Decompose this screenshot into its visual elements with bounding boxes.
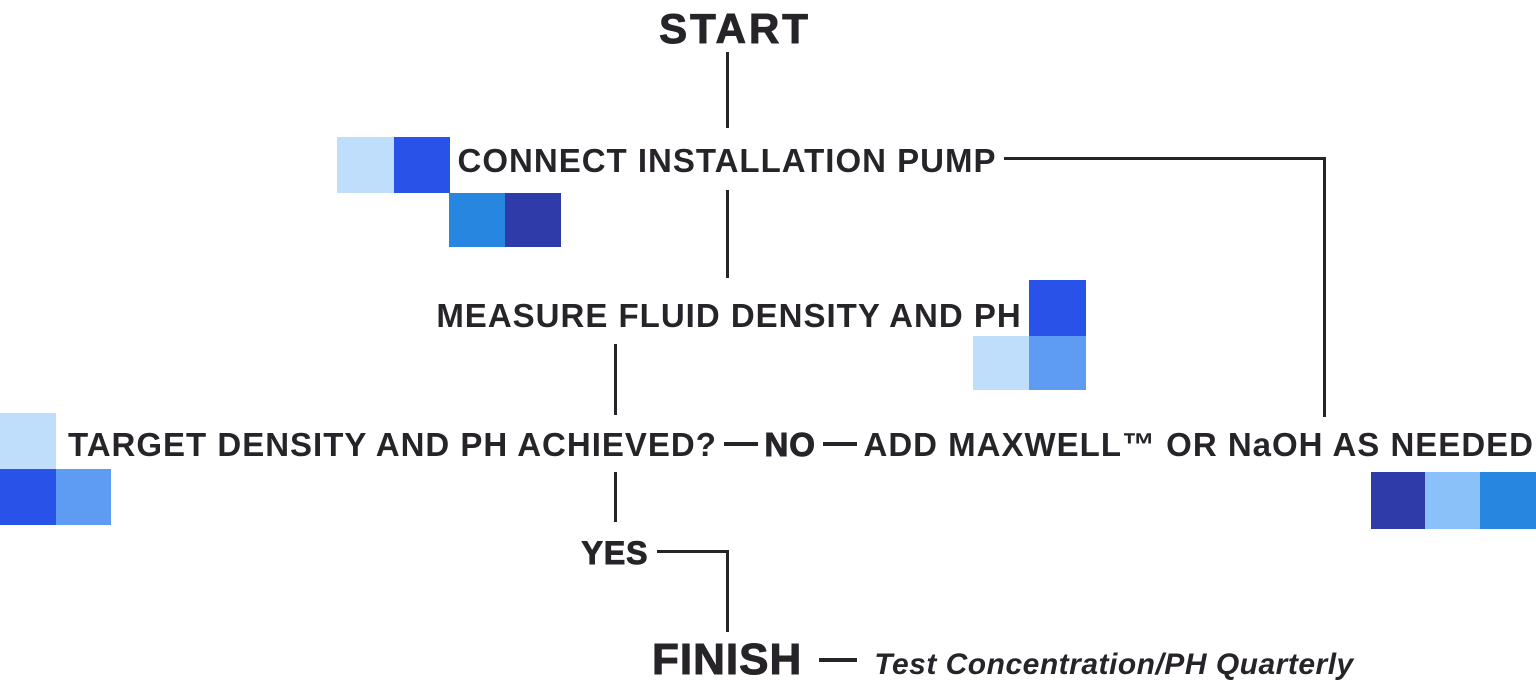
connector-yes-to-finish bbox=[726, 550, 729, 632]
dash-connector bbox=[819, 658, 858, 662]
connector-yes-horizontal bbox=[657, 550, 729, 553]
dash-connector bbox=[822, 442, 857, 446]
node-measure-fluid: MEASURE FLUID DENSITY AND PH bbox=[436, 297, 1022, 334]
connector-question-to-yes bbox=[614, 472, 617, 522]
deco-square-light bbox=[973, 336, 1029, 390]
node-add-maxwell: ADD MAXWELL™ OR NaOH AS NEEDED bbox=[863, 425, 1534, 463]
node-start: START bbox=[659, 5, 811, 52]
deco-square-medium bbox=[449, 193, 505, 247]
deco-square-navy bbox=[505, 193, 561, 247]
node-finish: FINISH bbox=[651, 635, 803, 684]
node-connect-pump: CONNECT INSTALLATION PUMP bbox=[457, 142, 997, 179]
node-question: TARGET DENSITY AND PH ACHIEVED? bbox=[68, 425, 717, 463]
finish-note: Test Concentration/PH Quarterly bbox=[874, 648, 1354, 681]
branch-label-no: NO bbox=[764, 425, 816, 463]
connector-start-to-step1 bbox=[726, 52, 729, 128]
deco-square-skymed bbox=[1029, 336, 1086, 390]
deco-square-sky bbox=[1425, 472, 1480, 529]
connector-step1-to-step2 bbox=[726, 190, 729, 278]
dash-connector bbox=[723, 442, 758, 446]
deco-square-light bbox=[337, 137, 394, 193]
deco-square-medium bbox=[1480, 472, 1536, 529]
deco-square-light bbox=[0, 413, 56, 469]
finish-row: FINISH Test Concentration/PH Quarterly bbox=[651, 635, 1354, 684]
connector-step2-to-question bbox=[614, 344, 617, 415]
branch-label-yes: YES bbox=[581, 535, 649, 571]
deco-square-skymed bbox=[56, 469, 111, 525]
question-row: TARGET DENSITY AND PH ACHIEVED? NO ADD M… bbox=[68, 425, 1534, 463]
deco-square-royal bbox=[394, 137, 450, 193]
connector-loop-horizontal bbox=[1004, 157, 1326, 160]
connector-loop-vertical bbox=[1323, 157, 1326, 417]
deco-square-navy bbox=[1371, 472, 1425, 529]
deco-square-royal bbox=[1029, 280, 1086, 336]
deco-square-royal bbox=[0, 469, 56, 525]
